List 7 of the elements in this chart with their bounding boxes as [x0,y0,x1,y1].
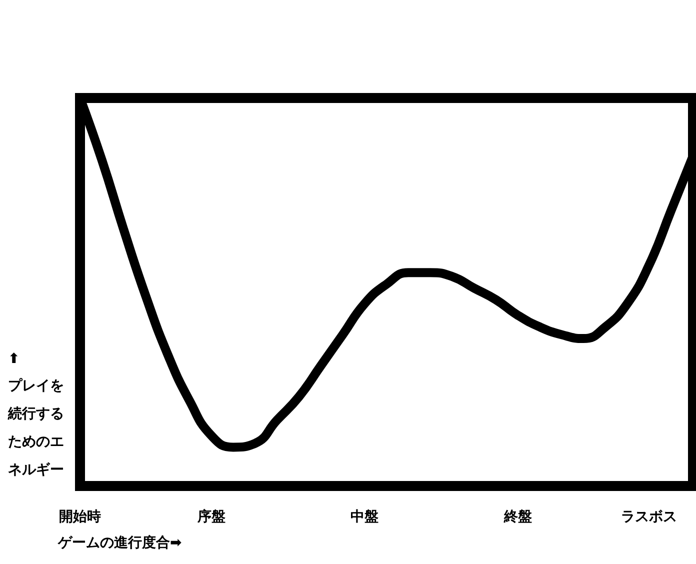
x-tick-label: 中盤 [350,509,379,525]
x-axis-title: ゲームの進行度合➡ [57,534,182,551]
x-tick-label: 開始時 [59,509,101,525]
x-tick-label: ラスボス [621,509,678,525]
y-axis-title: ⬆プレイを続行するためのエネルギー [7,351,64,478]
x-tick-label: 序盤 [196,508,226,525]
x-tick-label: 終盤 [502,509,532,525]
